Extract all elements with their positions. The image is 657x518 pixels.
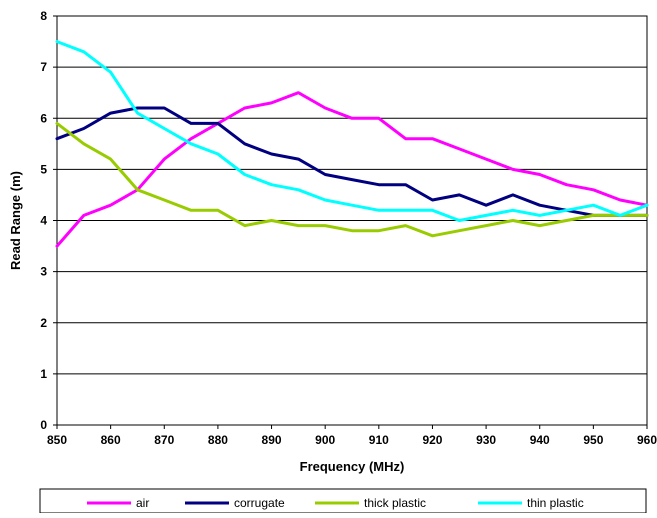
series-lines	[55, 40, 649, 248]
x-tick-label: 950	[583, 433, 603, 447]
axis-ticks: 0 1 2 3 4 5 6 7 8 850 860 870 880 890 900 910 920 930 940 9…	[40, 9, 657, 447]
y-tick-label: 1	[40, 367, 47, 381]
y-tick-label: 2	[40, 316, 47, 330]
y-tick-label: 7	[40, 60, 47, 74]
x-tick-label: 880	[208, 433, 228, 447]
y-tick-label: 3	[40, 265, 47, 279]
x-tick-label: 930	[476, 433, 496, 447]
y-tick-label: 0	[40, 418, 47, 432]
legend-label: corrugate	[234, 496, 285, 510]
x-axis-title: Frequency (MHz)	[300, 459, 405, 474]
x-tick-label: 910	[369, 433, 389, 447]
y-tick-label: 5	[40, 162, 47, 176]
series-line-thin-plastic	[55, 40, 649, 222]
x-tick-label: 850	[47, 433, 67, 447]
legend-label: air	[136, 496, 149, 510]
x-tick-label: 870	[154, 433, 174, 447]
y-tick-label: 8	[40, 9, 47, 23]
legend: air corrugate thick plastic thin plastic	[39, 488, 647, 514]
legend-label: thick plastic	[364, 496, 426, 510]
x-tick-label: 900	[315, 433, 335, 447]
x-tick-label: 890	[262, 433, 282, 447]
series-line-air	[55, 91, 649, 248]
y-tick-label: 4	[40, 214, 47, 228]
x-tick-label: 960	[637, 433, 657, 447]
series-line-corrugate	[55, 106, 649, 217]
y-tick-label: 6	[40, 111, 47, 125]
x-tick-label: 940	[530, 433, 550, 447]
series-line-thick-plastic	[55, 121, 649, 238]
x-tick-label: 920	[422, 433, 442, 447]
x-tick-label: 860	[101, 433, 121, 447]
legend-label: thin plastic	[527, 496, 584, 510]
y-axis-title: Read Range (m)	[8, 171, 23, 270]
